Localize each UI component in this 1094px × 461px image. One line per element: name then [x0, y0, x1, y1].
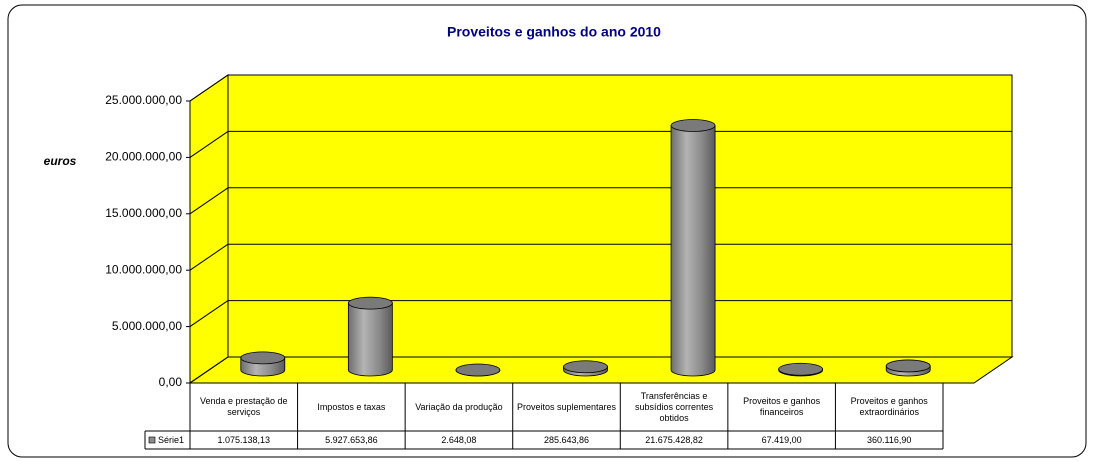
y-axis-label: euros — [44, 154, 77, 168]
x-tick-label: Venda e prestação de serviços — [199, 396, 288, 417]
grid-line — [189, 74, 229, 102]
x-tick-label: Proveitos e ganhos financeiros — [743, 396, 821, 417]
y-tick-label: 25.000.000,00 — [105, 93, 182, 107]
back-wall — [227, 74, 1013, 358]
data-table-value: 360.116,90 — [867, 434, 912, 445]
x-tick-label: Proveitos e ganhos extraordinários — [850, 396, 928, 417]
y-tick-label: 20.000.000,00 — [105, 150, 182, 164]
chart-title: Proveitos e ganhos do ano 2010 — [447, 24, 661, 40]
data-table-value: 5.927.653,86 — [325, 434, 378, 445]
data-table-value: 21.675.428,82 — [645, 434, 703, 445]
y-tick-label: 5.000.000,00 — [112, 319, 182, 333]
bar-top — [885, 359, 931, 373]
x-tick-label: Variação da produção — [415, 401, 503, 412]
bar — [670, 125, 716, 377]
bar-top — [563, 360, 608, 374]
bar — [347, 302, 393, 377]
data-table-value: 285.643,86 — [543, 434, 589, 445]
x-tick-label: Impostos e taxas — [317, 401, 386, 412]
y-tick-label: 0,00 — [159, 375, 183, 389]
data-table-value: 2.648,08 — [441, 434, 477, 445]
grid-line — [189, 243, 229, 271]
y-tick-label: 10.000.000,00 — [105, 262, 182, 276]
bar-top — [778, 362, 824, 376]
grid-line — [189, 300, 229, 328]
y-tick-label: 15.000.000,00 — [105, 206, 182, 220]
grid-line — [189, 187, 229, 215]
x-tick-label: Proveitos suplementares — [516, 401, 617, 412]
bar-top — [455, 363, 501, 377]
side-wall — [189, 74, 229, 384]
bar-top — [240, 351, 286, 365]
x-tick-label: Transferências e subsídios correntes obt… — [635, 390, 714, 423]
bar-top — [670, 119, 716, 132]
bar-top — [347, 296, 393, 310]
legend-swatch — [148, 436, 156, 444]
data-table-value: 67.419,00 — [761, 434, 802, 445]
grid-line — [189, 130, 229, 158]
data-table-value: 1.075.138,13 — [217, 434, 271, 445]
legend-label: Série1 — [158, 435, 184, 445]
grid-line — [189, 356, 229, 384]
